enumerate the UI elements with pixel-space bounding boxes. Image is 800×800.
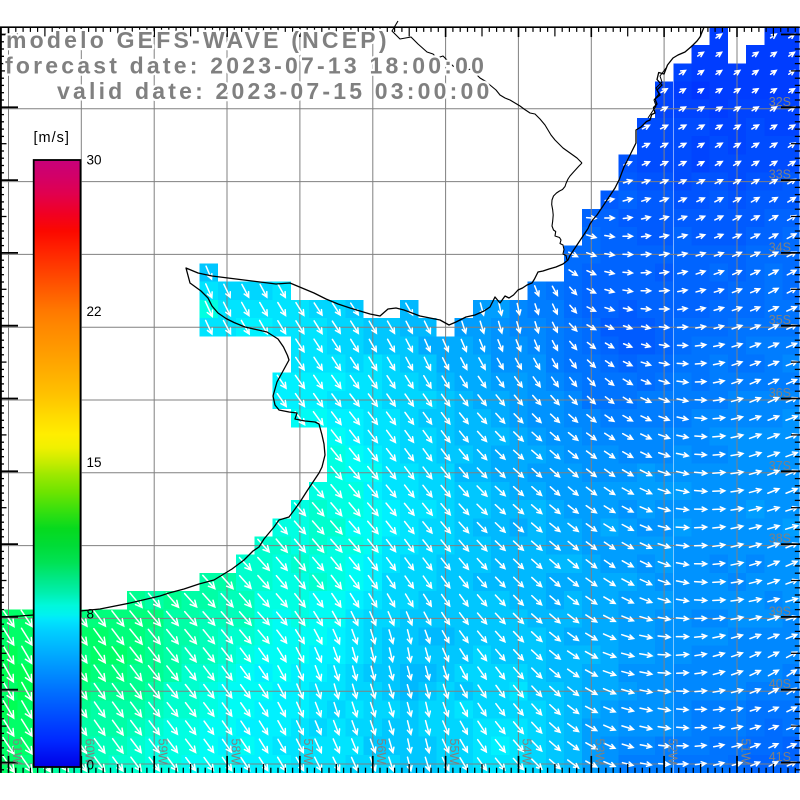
svg-text:forecast date: 2023-07-13 18:0: forecast date: 2023-07-13 18:00:00 [5, 53, 487, 79]
svg-text:0: 0 [87, 758, 95, 773]
svg-text:59W: 59W [156, 739, 170, 765]
svg-text:41S: 41S [769, 750, 791, 764]
svg-text:8: 8 [87, 606, 95, 621]
svg-text:60W: 60W [83, 739, 97, 765]
svg-text:22: 22 [87, 304, 102, 319]
svg-text:30: 30 [87, 153, 102, 168]
svg-text:36S: 36S [769, 386, 791, 400]
svg-text:58W: 58W [228, 739, 242, 765]
svg-text:33S: 33S [769, 168, 791, 182]
svg-text:57W: 57W [301, 739, 315, 765]
svg-text:[m/s]: [m/s] [34, 130, 70, 146]
svg-text:38S: 38S [769, 532, 791, 546]
svg-text:39S: 39S [769, 604, 791, 618]
svg-text:55W: 55W [447, 739, 461, 765]
svg-text:35S: 35S [769, 313, 791, 327]
svg-text:53W: 53W [593, 739, 607, 765]
svg-text:54W: 54W [520, 739, 534, 765]
svg-text:37S: 37S [769, 459, 791, 473]
svg-text:32S: 32S [769, 95, 791, 109]
svg-text:61W: 61W [10, 739, 24, 765]
svg-text:51W: 51W [738, 739, 752, 765]
svg-text:modelo GEFS-WAVE (NCEP): modelo GEFS-WAVE (NCEP) [6, 27, 390, 53]
svg-text:15: 15 [87, 455, 102, 470]
svg-text:56W: 56W [374, 739, 388, 765]
svg-text:34S: 34S [769, 240, 791, 254]
svg-text:52W: 52W [665, 739, 679, 765]
svg-text:40S: 40S [769, 677, 791, 691]
svg-text:valid date: 2023-07-15 03:00:0: valid date: 2023-07-15 03:00:00 [57, 78, 492, 104]
